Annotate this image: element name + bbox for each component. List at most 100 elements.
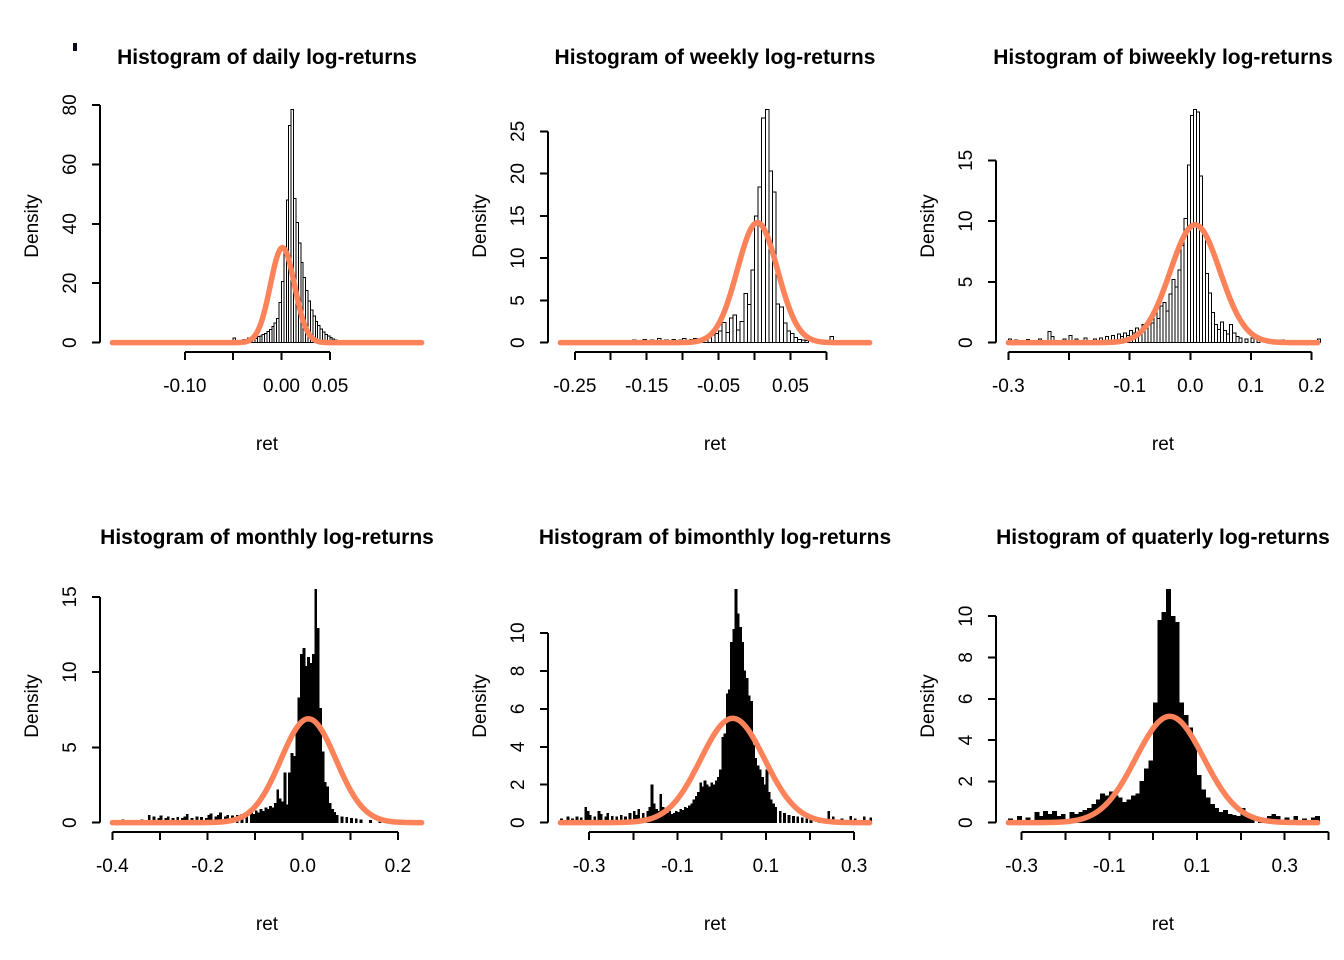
histogram-bar	[763, 784, 767, 823]
histogram-bar	[703, 780, 707, 823]
histogram-bar	[725, 693, 729, 823]
x-tick-label: 0.00	[263, 376, 300, 397]
histogram-bar	[750, 701, 753, 823]
histogram-bars	[560, 589, 873, 823]
histogram-bar	[674, 811, 678, 823]
y-tick-label: 0	[508, 817, 529, 828]
normal-density-curve	[109, 716, 425, 826]
histogram-bar	[743, 293, 748, 344]
y-tick-label: 60	[60, 154, 81, 175]
histogram-bar	[679, 809, 683, 823]
histogram-bar	[756, 765, 760, 823]
histogram-bar	[1218, 812, 1224, 823]
x-tick-label: -0.15	[625, 376, 668, 397]
histogram-bar	[1113, 795, 1119, 823]
x-tick-label: 0.0	[289, 856, 315, 877]
histogram-bar	[775, 303, 781, 344]
histogram-bar	[1144, 768, 1149, 823]
x-tick-label: -0.3	[1005, 856, 1038, 877]
y-tick-label: 10	[508, 248, 529, 269]
histogram-bar	[288, 772, 292, 823]
y-axis-label: Density	[918, 194, 939, 258]
histogram-bar	[302, 647, 306, 823]
x-tick-label: -0.10	[163, 376, 206, 397]
histogram-bar	[292, 756, 296, 823]
x-tick-label: 0.0	[1177, 376, 1203, 397]
histogram-bar	[670, 813, 674, 823]
histogram-bar	[273, 802, 277, 823]
histogram-bar	[747, 695, 751, 823]
histogram-bar	[741, 642, 744, 823]
histogram-bar	[800, 817, 804, 823]
histogram-bar	[745, 678, 749, 823]
histogram-bar	[1236, 816, 1242, 823]
histogram-bar	[354, 818, 358, 823]
x-tick-label: -0.05	[697, 376, 740, 397]
y-tick-label: 10	[956, 211, 977, 232]
histogram-bar	[1231, 815, 1237, 823]
y-tick-label: 6	[508, 704, 529, 715]
x-axis-label: ret	[256, 914, 279, 935]
histogram-bar	[677, 811, 680, 823]
histogram-bar	[690, 803, 694, 823]
y-axis-label: Density	[470, 194, 491, 258]
histogram-bar	[754, 215, 759, 344]
histogram-bar	[686, 808, 689, 823]
histogram-bar	[323, 781, 327, 823]
histogram-bars	[577, 108, 835, 344]
histogram-bar	[708, 786, 711, 823]
histogram-bar	[369, 820, 372, 823]
y-tick-label: 0	[956, 817, 977, 828]
y-axis-label: Density	[470, 674, 491, 738]
histogram-bar	[681, 810, 685, 823]
y-tick-label: 25	[508, 121, 529, 142]
histogram-bar	[350, 817, 353, 823]
y-tick-label: 5	[956, 277, 977, 288]
y-tick-label: 4	[956, 734, 977, 745]
y-tick-label: 10	[60, 662, 81, 683]
normal-density-curve	[1005, 222, 1321, 346]
x-tick-label: 0.1	[1184, 856, 1210, 877]
histogram-bar	[1192, 741, 1198, 823]
histogram-bar	[721, 321, 727, 344]
histogram-bar	[723, 733, 727, 823]
stray-mark	[73, 43, 77, 51]
histogram-bar	[283, 772, 287, 823]
normal-density-curve	[557, 219, 873, 346]
x-tick-label: 0.3	[841, 856, 867, 877]
plot-title: Histogram of bimonthly log-returns	[539, 526, 891, 549]
histogram-bar	[719, 769, 722, 823]
y-axis-label: Density	[22, 194, 43, 258]
histogram-bar	[783, 812, 786, 823]
histogram-bar	[326, 786, 330, 823]
histogram-bar	[743, 670, 747, 823]
y-tick-label: 15	[508, 205, 529, 226]
plot-title: Histogram of quaterly log-returns	[996, 526, 1330, 549]
histogram-bar	[710, 782, 714, 823]
histogram-bar	[1139, 781, 1145, 823]
histogram-bar	[335, 814, 339, 823]
histogram-bar	[1209, 803, 1215, 823]
histogram-bar	[752, 744, 756, 823]
x-tick-label: 0.1	[753, 856, 779, 877]
histogram-bar	[736, 329, 741, 344]
histogram-bar	[804, 340, 809, 344]
y-tick-label: 6	[956, 693, 977, 704]
histogram-bar	[340, 816, 344, 823]
histogram-bar	[728, 689, 731, 823]
histogram-bar	[750, 269, 756, 344]
histogram-bar	[701, 786, 705, 823]
x-tick-label: -0.4	[96, 856, 129, 877]
x-tick-label: 0.2	[385, 856, 411, 877]
histogram-bar	[271, 807, 275, 823]
histogram-bar	[746, 304, 752, 344]
histogram-bar	[774, 807, 778, 823]
y-tick-label: 10	[956, 606, 977, 627]
y-tick-label: 10	[508, 622, 529, 643]
x-tick-label: 0.3	[1272, 856, 1298, 877]
histogram-bar	[697, 792, 700, 823]
histogram-bar	[761, 776, 764, 823]
histogram-bar	[1227, 814, 1233, 823]
histogram-bars	[112, 589, 410, 823]
histogram-bar	[261, 811, 265, 823]
